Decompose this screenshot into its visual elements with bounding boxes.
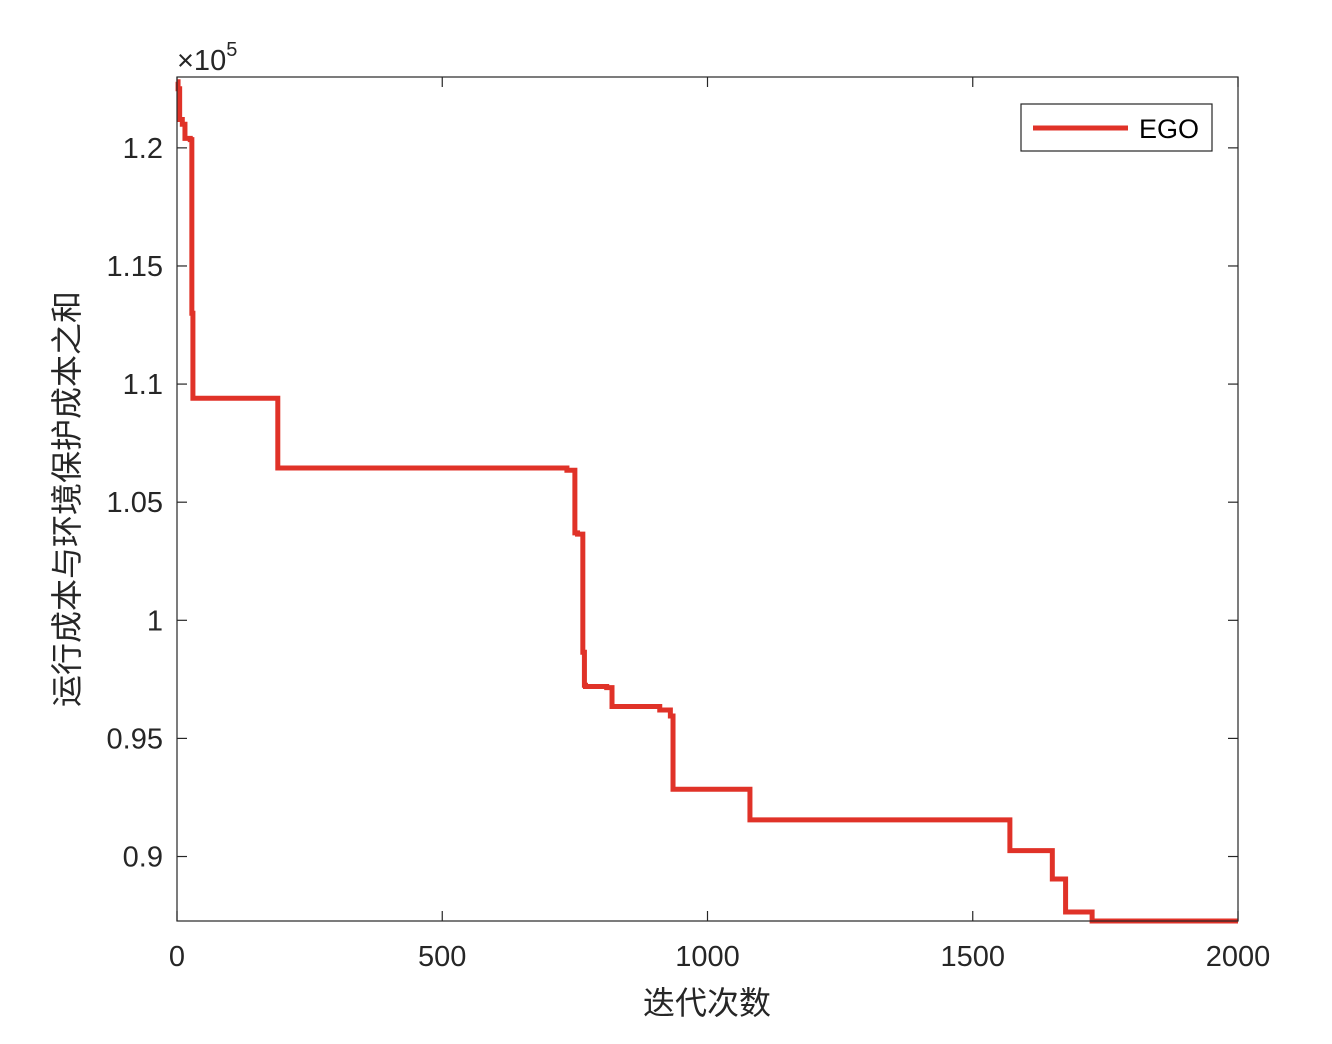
y-tick-label: 0.9 [123, 842, 163, 874]
legend-label-ego: EGO [1139, 114, 1199, 144]
x-tick-label: 500 [418, 941, 466, 973]
y-tick-label: 1.15 [107, 251, 163, 283]
y-tick-label: 1.2 [123, 133, 163, 165]
y-axis-title: 运行成本与环境保护成本之和 [48, 291, 86, 707]
y-axis-ticks [177, 147, 1238, 858]
x-axis-title: 迭代次数 [643, 984, 771, 1022]
y-exponent-label: ×105 [177, 39, 237, 77]
x-tick-label: 0 [169, 941, 185, 973]
y-axis-tick-labels: 0.9 0.95 1 1.05 1.1 1.15 1.2 [107, 133, 163, 874]
series-line-ego [175, 79, 1238, 924]
x-tick-label: 1000 [675, 941, 740, 973]
y-tick-label: 1.1 [123, 369, 163, 401]
y-tick-label: 1.05 [107, 487, 163, 519]
x-tick-label: 2000 [1206, 941, 1271, 973]
series-layer [175, 79, 1238, 924]
plot-frame [176, 76, 1239, 922]
x-tick-label: 1500 [940, 941, 1005, 973]
y-tick-label: 1 [147, 605, 163, 637]
y-tick-label: 0.95 [107, 723, 163, 755]
legend: EGO [1020, 103, 1213, 152]
plot-background [177, 77, 1238, 921]
x-axis-tick-labels: 0 500 1000 1500 2000 [169, 941, 1270, 973]
